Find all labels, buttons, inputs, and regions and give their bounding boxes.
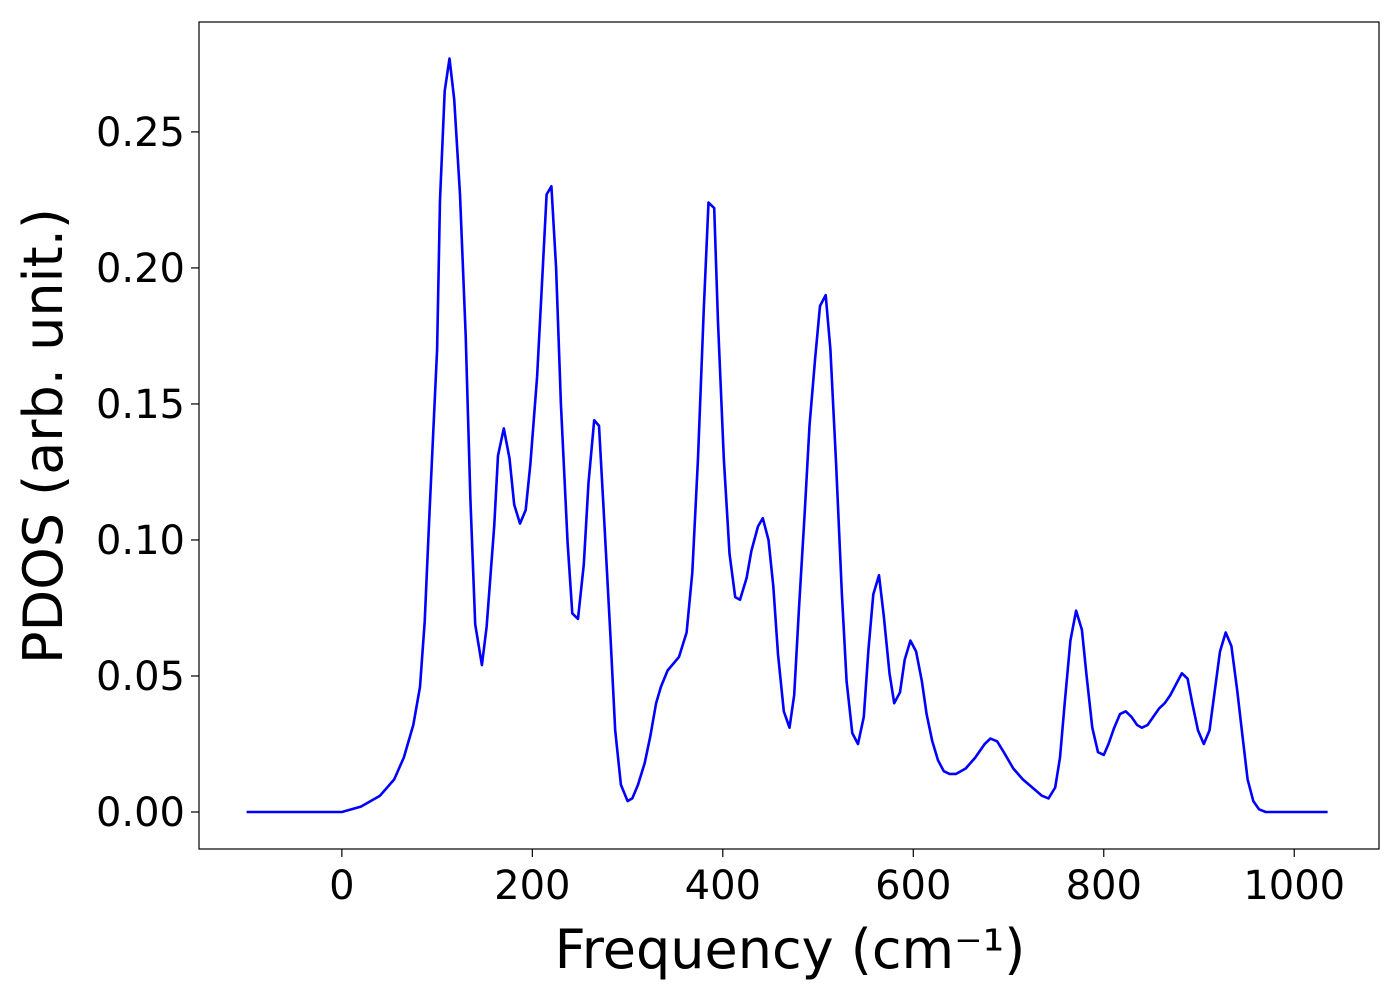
- y-tick-label: 0.05: [96, 654, 185, 700]
- pdos-line: [246, 57, 1328, 814]
- x-axis-label: Frequency (cm⁻¹): [555, 918, 1026, 981]
- y-tick-label: 0.10: [96, 518, 185, 564]
- x-tick-label: 200: [494, 863, 570, 909]
- x-tick-label: 0: [329, 863, 354, 909]
- y-tick-label: 0.20: [96, 246, 185, 292]
- x-tick-label: 600: [875, 863, 951, 909]
- x-tick-label: 400: [685, 863, 761, 909]
- y-axis-label: PDOS (arb. unit.): [12, 208, 75, 664]
- y-tick-label: 0.00: [96, 790, 185, 836]
- y-tick-label: 0.25: [96, 110, 185, 156]
- plot-frame: [198, 21, 1380, 850]
- x-tick-label: 800: [1066, 863, 1142, 909]
- y-tick-label: 0.15: [96, 382, 185, 428]
- x-tick-label: 1000: [1243, 863, 1345, 909]
